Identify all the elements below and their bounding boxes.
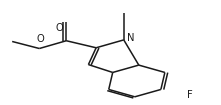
Text: O: O bbox=[55, 23, 63, 33]
Text: N: N bbox=[127, 33, 135, 43]
Text: O: O bbox=[36, 34, 44, 44]
Text: F: F bbox=[187, 90, 193, 100]
